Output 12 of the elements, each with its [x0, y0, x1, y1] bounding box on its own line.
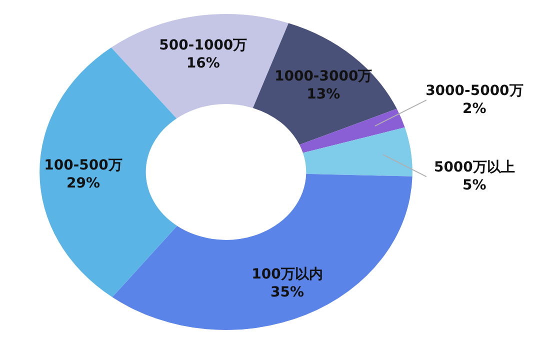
slice-label: 100万以内 — [252, 266, 323, 282]
data-label: 2% — [462, 101, 486, 118]
slice-label: 500-1000万 — [159, 38, 248, 54]
slice-label: 1000-3000万 — [274, 68, 372, 85]
slice-label: 100-500万 — [44, 157, 122, 174]
slice-label: 5000万以上 — [434, 160, 515, 176]
slice-label: 3000-5000万 — [426, 83, 524, 100]
data-label: 16% — [186, 56, 220, 72]
data-label: 5% — [462, 178, 486, 194]
data-label: 29% — [66, 175, 100, 192]
data-label: 13% — [306, 86, 340, 103]
data-label: 35% — [270, 284, 304, 300]
